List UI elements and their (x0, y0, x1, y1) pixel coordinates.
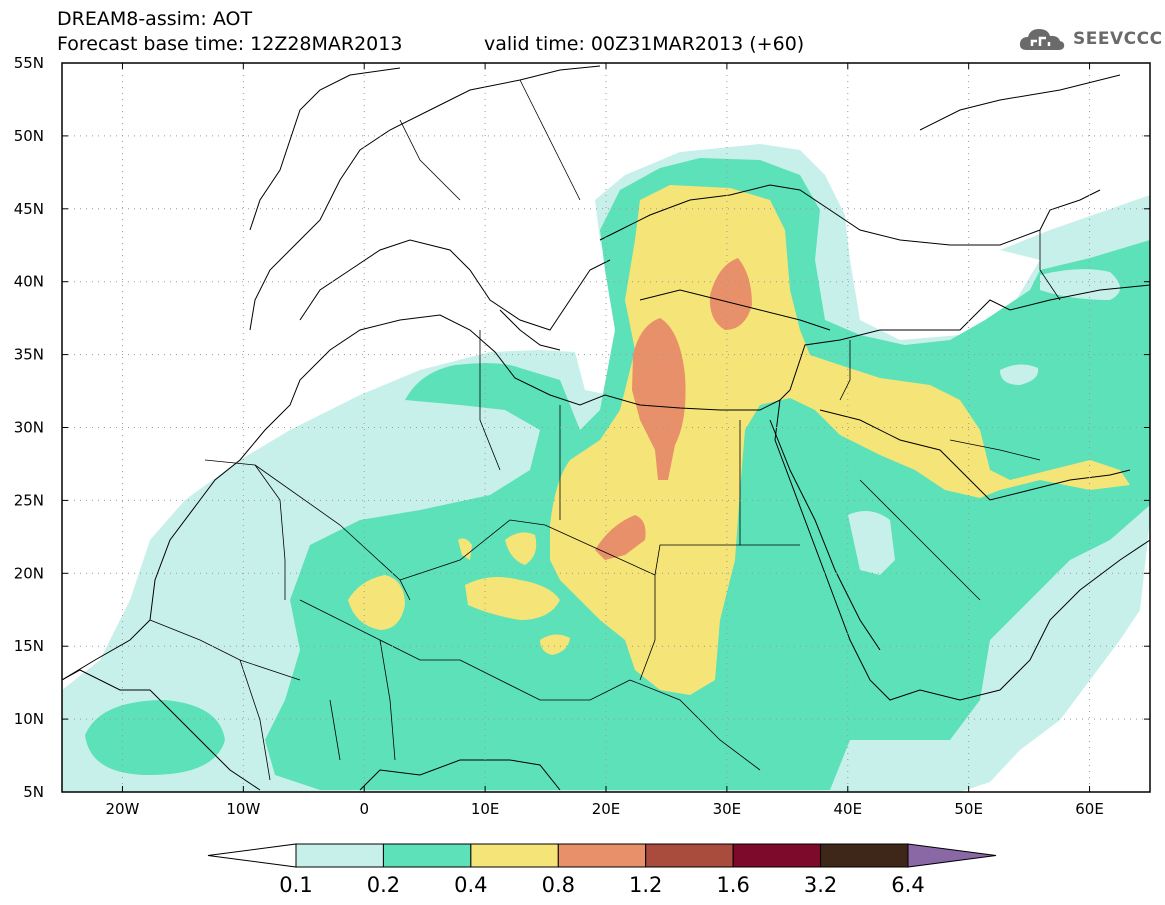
colorbar-swatch (295, 843, 384, 868)
axis-ticks (62, 62, 1150, 793)
colorbar-label: 0.2 (367, 873, 400, 897)
lon-label: 30E (713, 800, 742, 818)
aot-level-0.4 (550, 185, 1130, 695)
lat-label: 25N (14, 491, 44, 509)
lon-label: 20W (105, 800, 139, 818)
lat-label: 45N (14, 200, 44, 218)
colorbar-swatch (732, 843, 822, 868)
coastlines (62, 65, 1150, 791)
map-title: DREAM8-assim: AOT (57, 8, 253, 30)
aot-field (62, 144, 1150, 792)
colorbar-label: 3.2 (804, 873, 837, 897)
borders (149, 79, 1061, 781)
aot-level-0.2 (85, 700, 225, 775)
lon-label: 60E (1075, 800, 1104, 818)
colorbar-labels: 0.1 0.2 0.4 0.8 1.2 1.6 3.2 6.4 (279, 873, 924, 897)
lat-label: 10N (14, 710, 44, 728)
colorbar-swatch (820, 843, 909, 868)
colorbar-swatch (557, 843, 647, 868)
lat-label: 20N (14, 564, 44, 582)
gridlines (62, 63, 1150, 792)
lon-label: 20E (592, 800, 621, 818)
lat-label: 30N (14, 419, 44, 437)
lon-label: 10W (226, 800, 260, 818)
longitude-labels: 20W 10W 0 10E 20E 30E 40E 50E 60E (105, 800, 1103, 818)
lat-label: 50N (14, 127, 44, 145)
aot-level-0.8 (632, 318, 686, 480)
colorbar-label: 0.8 (542, 873, 575, 897)
cloud-icon (1019, 29, 1065, 50)
logo-text: SEEVCCC (1073, 29, 1163, 49)
lon-label: 10E (471, 800, 500, 818)
colorbar-swatch (382, 843, 472, 868)
colorbar (207, 843, 997, 868)
lat-label: 15N (14, 637, 44, 655)
colorbar-label: 1.6 (716, 873, 749, 897)
colorbar-swatch (645, 843, 734, 868)
lat-label: 40N (14, 273, 44, 291)
lat-label: 55N (14, 54, 44, 72)
lon-label: 40E (833, 800, 862, 818)
valid-time: valid time: 00Z31MAR2013 (+60) (484, 33, 805, 55)
colorbar-label: 0.4 (454, 873, 487, 897)
latitude-labels: 5N 10N 15N 20N 25N 30N 35N 40N 45N 50N 55N (14, 54, 44, 801)
colorbar-label: 1.2 (629, 873, 662, 897)
colorbar-low-arrow (207, 843, 297, 868)
lon-label: 50E (954, 800, 983, 818)
lon-label: 0 (359, 800, 369, 818)
seevccc-logo: SEEVCCC (1017, 24, 1163, 54)
colorbar-label: 6.4 (891, 873, 924, 897)
forecast-base-time: Forecast base time: 12Z28MAR2013 (57, 33, 403, 55)
lat-label: 35N (14, 346, 44, 364)
colorbar-high-arrow (907, 843, 997, 868)
colorbar-label: 0.1 (279, 873, 312, 897)
lat-label: 5N (23, 783, 44, 801)
colorbar-swatch (470, 843, 559, 868)
